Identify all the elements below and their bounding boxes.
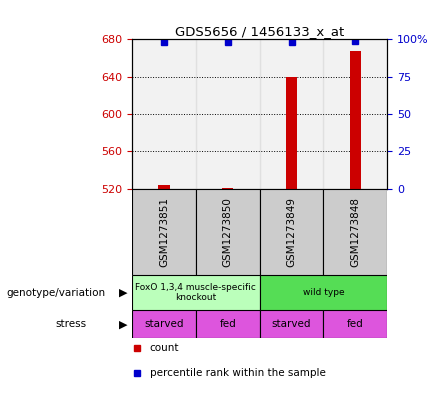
Bar <box>196 189 260 275</box>
Bar <box>132 189 196 275</box>
Bar <box>132 275 260 310</box>
Bar <box>323 39 387 189</box>
Bar <box>286 77 297 189</box>
Text: starved: starved <box>272 319 311 329</box>
Text: count: count <box>150 343 180 353</box>
Title: GDS5656 / 1456133_x_at: GDS5656 / 1456133_x_at <box>175 25 344 38</box>
Bar <box>196 39 260 189</box>
Text: starved: starved <box>144 319 183 329</box>
Bar <box>222 188 234 189</box>
Bar <box>323 189 387 275</box>
Text: GSM1273851: GSM1273851 <box>159 197 169 267</box>
Text: ▶: ▶ <box>119 288 128 298</box>
Text: GSM1273850: GSM1273850 <box>223 197 233 267</box>
Bar <box>196 310 260 338</box>
Text: FoxO 1,3,4 muscle-specific
knockout: FoxO 1,3,4 muscle-specific knockout <box>136 283 256 303</box>
Bar <box>323 310 387 338</box>
Text: GSM1273849: GSM1273849 <box>286 197 297 267</box>
Text: fed: fed <box>347 319 364 329</box>
Bar <box>260 189 323 275</box>
Bar <box>132 310 196 338</box>
Bar <box>132 39 196 189</box>
Text: GSM1273848: GSM1273848 <box>350 197 360 267</box>
Text: percentile rank within the sample: percentile rank within the sample <box>150 368 326 378</box>
Bar <box>260 275 387 310</box>
Text: ▶: ▶ <box>119 319 128 329</box>
Text: genotype/variation: genotype/variation <box>7 288 106 298</box>
Text: wild type: wild type <box>303 288 344 297</box>
Bar <box>349 50 361 189</box>
Text: fed: fed <box>219 319 236 329</box>
Bar <box>158 185 170 189</box>
Bar <box>260 310 323 338</box>
Text: stress: stress <box>55 319 86 329</box>
Bar <box>260 39 323 189</box>
